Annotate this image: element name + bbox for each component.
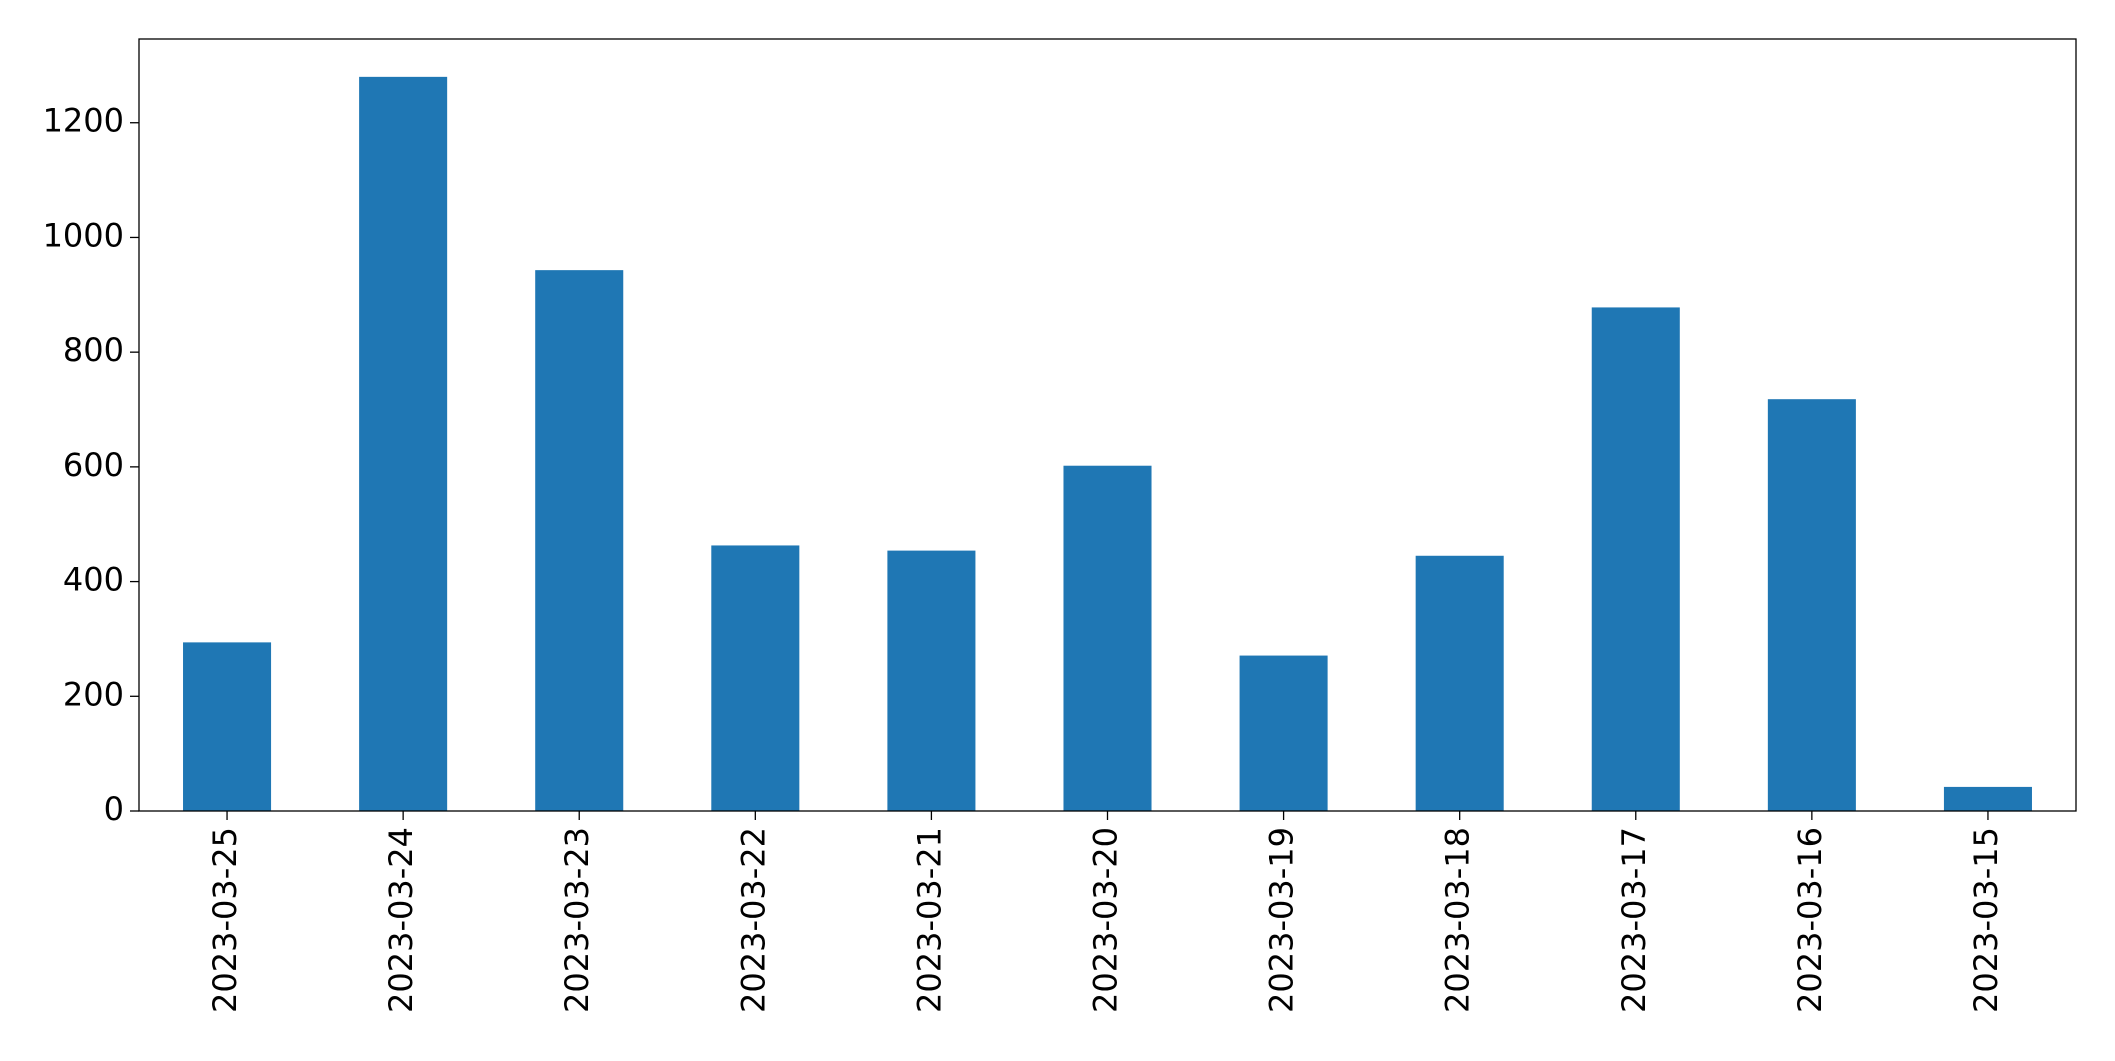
x-tick-label: 2023-03-25	[206, 827, 244, 1013]
plot-frame	[138, 38, 2077, 812]
x-tick-label: 2023-03-19	[1263, 827, 1301, 1013]
x-tick-label: 2023-03-18	[1439, 827, 1477, 1013]
bar	[887, 550, 976, 811]
bar	[1415, 555, 1504, 811]
x-tick-label: 2023-03-22	[734, 827, 772, 1013]
x-tick-label: 2023-03-16	[1791, 827, 1829, 1013]
y-tick-label: 800	[63, 331, 124, 369]
y-tick-label: 1200	[43, 102, 124, 140]
y-tick-label: 400	[63, 561, 124, 599]
bar	[359, 76, 448, 812]
y-tick-label: 0	[104, 790, 124, 828]
x-tick-label: 2023-03-23	[558, 827, 596, 1013]
x-tick-label: 2023-03-15	[1967, 827, 2005, 1013]
bar	[535, 270, 624, 812]
bar	[1767, 399, 1856, 811]
x-tick-label: 2023-03-21	[910, 827, 948, 1013]
bar	[711, 545, 800, 811]
bar	[1591, 307, 1680, 811]
y-tick-label: 1000	[43, 216, 124, 254]
x-tick-label: 2023-03-17	[1615, 827, 1653, 1013]
bar	[1239, 655, 1328, 811]
x-tick-label: 2023-03-24	[382, 827, 420, 1013]
x-tick-label: 2023-03-20	[1087, 827, 1125, 1013]
y-tick-label: 200	[63, 675, 124, 713]
bar	[1943, 786, 2032, 811]
y-tick-label: 600	[63, 446, 124, 484]
bar	[1063, 465, 1152, 811]
bar	[183, 642, 272, 811]
